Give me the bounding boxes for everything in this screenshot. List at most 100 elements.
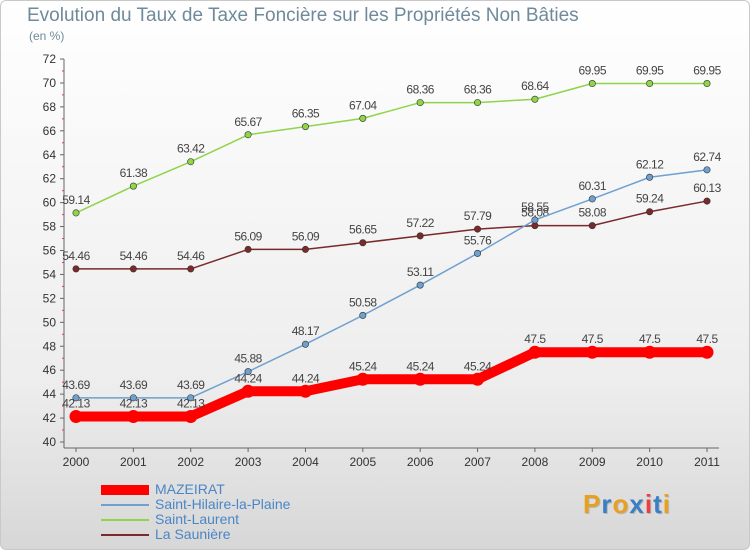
y-tick-label: 52 [43,291,57,305]
data-label: 45.24 [406,359,434,373]
legend-swatch [101,503,149,506]
data-label: 69.95 [579,64,607,78]
legend-label: MAZEIRAT [155,481,225,497]
data-point [359,114,367,122]
data-point [301,123,309,131]
data-label: 43.69 [62,378,90,392]
x-tick-label: 2001 [120,455,147,469]
data-label: 42.13 [120,397,148,411]
data-point [700,345,714,359]
series-line-2 [75,82,708,214]
data-point [646,208,654,216]
data-point [646,80,654,88]
legend-swatch [101,533,149,536]
data-point [184,410,198,424]
data-point [413,372,427,386]
data-point [72,209,80,217]
data-point [72,394,80,402]
y-tick-label: 68 [43,100,57,114]
data-point [416,281,424,289]
data-point [187,158,195,166]
data-point [301,245,309,253]
x-tick-label: 2000 [63,455,90,469]
data-point [244,368,252,376]
data-label: 45.24 [349,359,377,373]
data-point [474,225,482,233]
data-point [244,131,252,139]
data-point [588,80,596,88]
y-tick-label: 70 [43,76,57,90]
data-label: 42.13 [62,397,90,411]
data-point [531,216,539,224]
data-label: 57.22 [406,216,434,230]
x-tick-label: 2006 [407,455,434,469]
legend-label: Saint-Hilaire-la-Plaine [155,496,291,512]
y-tick-label: 56 [43,244,57,258]
data-point [646,173,654,181]
data-label: 61.38 [120,166,148,180]
data-point [356,372,370,386]
data-label: 54.46 [177,249,205,263]
x-tick-label: 2004 [292,455,319,469]
legend-swatch [101,518,149,521]
data-label: 48.17 [292,324,320,338]
y-tick-label: 72 [43,52,57,66]
y-tick-label: 46 [43,363,57,377]
data-label: 69.95 [636,64,664,78]
x-tick-label: 2010 [636,455,663,469]
data-label: 56.09 [234,229,262,243]
data-point [129,394,137,402]
data-point [241,384,255,398]
data-label: 47.5 [582,332,604,346]
x-tick-label: 2008 [522,455,549,469]
data-point [703,80,711,88]
data-label: 55.76 [464,233,492,247]
data-point [359,239,367,247]
data-point [359,311,367,319]
legend-swatch [101,484,149,495]
y-tick-label: 66 [43,124,57,138]
data-label: 47.5 [639,332,661,346]
legend-item: Saint-Hilaire-la-Plaine [101,496,361,512]
legend-item: La Saunière [101,526,361,542]
x-tick-label: 2003 [235,455,262,469]
data-point [528,345,542,359]
data-label: 62.12 [636,157,664,171]
data-label: 45.24 [464,359,492,373]
data-point [187,265,195,273]
data-point [585,345,599,359]
data-label: 54.46 [120,249,148,263]
data-label: 50.58 [349,295,377,309]
data-point [129,265,137,273]
data-label: 62.74 [693,150,721,164]
series-line-0 [71,347,712,422]
series-line-3 [75,200,708,270]
data-label: 69.95 [693,64,721,78]
y-tick-label: 54 [43,267,57,281]
data-point [187,394,195,402]
data-label: 47.5 [524,332,546,346]
data-label: 66.35 [292,107,320,121]
x-tick-label: 2002 [177,455,204,469]
data-point [588,195,596,203]
legend-item: MAZEIRAT [101,481,361,497]
x-tick-label: 2007 [464,455,491,469]
chart-legend: MAZEIRAT Saint-Hilaire-la-Plaine Saint-Lau… [101,481,361,542]
data-label: 42.13 [177,397,205,411]
data-point [471,372,485,386]
data-label: 57.79 [464,209,492,223]
y-tick-label: 40 [43,435,57,449]
data-label: 59.24 [636,192,664,206]
data-point [301,340,309,348]
data-label: 45.88 [234,352,262,366]
data-point [703,166,711,174]
data-point [703,197,711,205]
data-label: 56.09 [292,229,320,243]
data-point [69,410,83,424]
x-tick-label: 2011 [694,455,720,469]
data-point [129,182,137,190]
y-tick-label: 44 [43,387,57,401]
data-point [588,222,596,230]
data-label: 58.08 [521,206,549,220]
